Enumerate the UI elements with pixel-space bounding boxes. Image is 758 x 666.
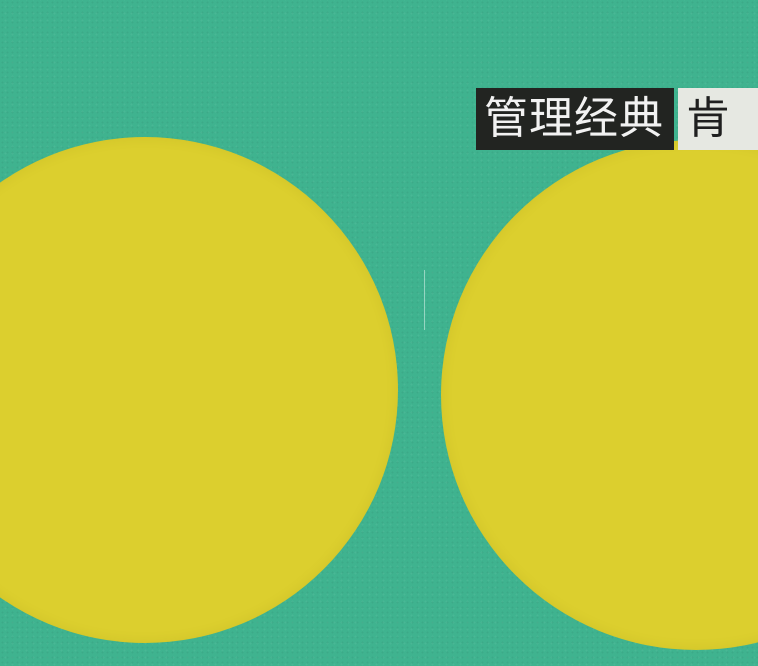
seam-line <box>424 270 425 330</box>
right-yellow-circle <box>441 140 758 650</box>
title-band: 管理经典 肯 <box>476 88 758 150</box>
series-label: 管理经典 <box>476 88 674 150</box>
second-label: 肯 <box>678 88 758 150</box>
left-yellow-circle <box>0 137 398 643</box>
